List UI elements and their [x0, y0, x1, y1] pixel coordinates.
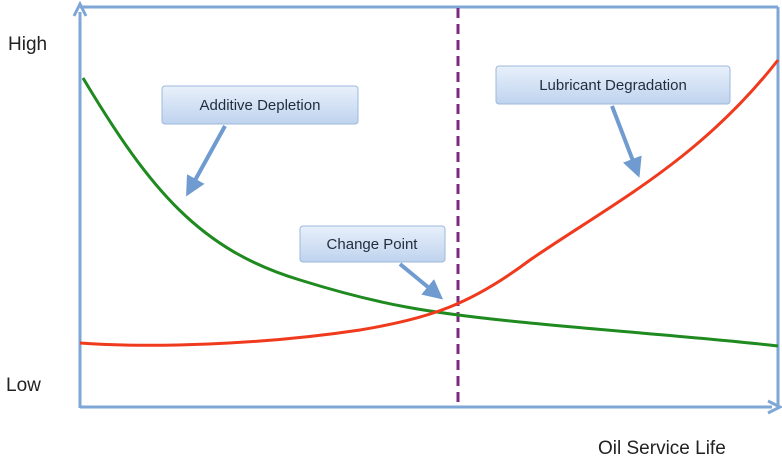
callout-label: Change Point — [327, 236, 419, 253]
callout: Change Point — [299, 225, 446, 300]
axes — [72, 0, 782, 415]
callout-arrow — [398, 262, 444, 300]
callout-box — [299, 225, 446, 263]
y-arrow — [72, 0, 88, 17]
y-low-label: Low — [6, 375, 41, 396]
callout-label: Additive Depletion — [200, 97, 321, 114]
x-arrow — [767, 399, 782, 415]
callout-arrow — [610, 105, 642, 178]
y-high-label: High — [8, 34, 47, 55]
additive-curve — [81, 77, 779, 348]
callout: Lubricant Degradation — [495, 65, 731, 178]
callout: Additive Depletion — [161, 85, 359, 197]
degradation-curve — [79, 59, 780, 347]
callout-box — [161, 85, 359, 125]
callout-box — [495, 65, 731, 105]
x-axis-label: Oil Service Life — [598, 438, 726, 459]
callout-label: Lubricant Degradation — [539, 77, 687, 94]
callout-arrow — [186, 125, 227, 197]
